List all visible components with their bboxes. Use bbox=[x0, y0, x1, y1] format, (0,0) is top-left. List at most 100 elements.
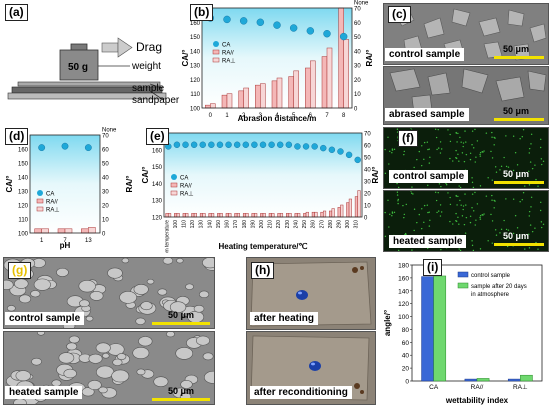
bar-ra-parallel bbox=[205, 104, 211, 109]
bar-ra-parallel bbox=[305, 67, 311, 109]
y-tick-label: 130 bbox=[190, 64, 201, 70]
y2-tick-label: 70 bbox=[364, 132, 371, 138]
caption-f-control: control sample bbox=[389, 170, 469, 183]
legend-label-ra-parallel: RA// bbox=[222, 51, 234, 57]
x-tick-label: 6 bbox=[309, 113, 313, 119]
x-tick-label: 140 bbox=[207, 220, 213, 229]
chart-b: 100110120130140150160170010203040506070N… bbox=[181, 1, 374, 124]
bar-ra-parallel bbox=[294, 213, 298, 218]
y2-tick-label: 60 bbox=[354, 21, 361, 27]
y-tick-label: 120 bbox=[398, 301, 409, 308]
drag-arrowhead bbox=[117, 37, 133, 58]
y-tick-label: 100 bbox=[18, 232, 29, 238]
point-ca bbox=[302, 143, 310, 150]
panel-label-f: (f) bbox=[398, 130, 418, 147]
bar-ra-perpendicular bbox=[348, 198, 352, 218]
y-tick-label: 20 bbox=[402, 366, 410, 373]
y-tick-label: 120 bbox=[190, 78, 201, 84]
x-tick-label: 4 bbox=[275, 113, 279, 119]
scale-bar-g-bottom bbox=[152, 398, 210, 401]
water-droplet-icon bbox=[309, 361, 321, 371]
bar-ra-parallel bbox=[242, 213, 247, 218]
bar-ra-parallel bbox=[174, 213, 178, 218]
bar-ra-parallel bbox=[234, 213, 238, 218]
point-ca bbox=[208, 141, 215, 148]
bar-ra-parallel bbox=[191, 213, 195, 218]
legend-label-aged-2: in atmosphere bbox=[471, 292, 510, 298]
bar-ra-perpendicular bbox=[323, 210, 327, 218]
bar-ra-perpendicular bbox=[276, 77, 283, 109]
scale-bar-f-top bbox=[494, 181, 544, 184]
y-tick-label: 100 bbox=[398, 314, 409, 321]
x-axis-label: wettability index bbox=[445, 396, 509, 405]
legend-label-ra-perpendicular: RA⊥ bbox=[222, 58, 236, 65]
caption-c-abrased: abrased sample bbox=[385, 108, 469, 121]
bar-ra-perpendicular bbox=[305, 211, 309, 218]
legend-marker-ra-perpendicular bbox=[212, 57, 220, 63]
scale-label-f-bottom: 50 μm bbox=[503, 231, 530, 241]
bar-ra-perpendicular bbox=[193, 213, 197, 218]
bar-ra-perpendicular bbox=[202, 213, 206, 218]
x-tick-label: 260 bbox=[311, 220, 317, 229]
sandpaper-pointer bbox=[149, 90, 163, 100]
bar-ra-parallel bbox=[311, 211, 315, 218]
x-tick-label: 190 bbox=[250, 220, 256, 229]
bar-ra-parallel bbox=[255, 84, 261, 109]
legend-marker-ca bbox=[37, 190, 43, 196]
legend-marker-ra-perpendicular bbox=[170, 190, 178, 196]
caption-f-heated: heated sample bbox=[389, 235, 467, 248]
scale-bar-g-top bbox=[152, 322, 210, 325]
bar-ra-parallel bbox=[238, 90, 244, 109]
legend-marker-ra-perpendicular bbox=[36, 206, 44, 212]
point-ca bbox=[256, 18, 265, 26]
plot-area bbox=[30, 135, 100, 233]
plot-frame bbox=[201, 7, 353, 109]
legend-marker-ra-parallel bbox=[36, 198, 44, 204]
bar-ra-perpendicular bbox=[236, 213, 241, 218]
y-tick-label: 110 bbox=[190, 92, 200, 98]
x-tick-label: Room temperature bbox=[164, 220, 170, 253]
bar-ra-perpendicular bbox=[228, 213, 232, 218]
scale-label-c-top: 50 μm bbox=[503, 44, 530, 54]
point-ca bbox=[306, 27, 315, 35]
bar-ra-perpendicular bbox=[279, 213, 284, 218]
y-tick-label: 140 bbox=[18, 176, 29, 182]
legend-label-aged-1: sample after 20 days bbox=[471, 284, 527, 290]
bar-ra-perpendicular bbox=[260, 83, 266, 109]
bar-ra-perpendicular bbox=[297, 213, 301, 218]
y-axis-label: CA/° bbox=[5, 176, 14, 193]
bar-ra-perpendicular bbox=[243, 87, 249, 109]
y-tick-label: 150 bbox=[190, 35, 201, 41]
point-ca bbox=[251, 141, 258, 148]
y2-tick-label: 20 bbox=[354, 78, 361, 84]
bar-ra-parallel bbox=[208, 213, 212, 218]
weight-label: weight bbox=[131, 61, 161, 72]
bar-ra-perpendicular bbox=[185, 213, 189, 218]
x-tick-label: 120 bbox=[190, 220, 196, 229]
y-tick-label: 160 bbox=[398, 275, 409, 282]
y2-tick-label: None bbox=[354, 1, 369, 7]
y-axis-label: CA/° bbox=[181, 50, 190, 67]
x-tick-label: 1 bbox=[225, 113, 229, 119]
y2-tick-label: 10 bbox=[354, 92, 361, 98]
bar-ra-perpendicular bbox=[326, 47, 333, 109]
bar-control bbox=[507, 378, 521, 382]
x-tick-label: 240 bbox=[293, 220, 299, 229]
x-tick-label: 130 bbox=[199, 220, 205, 229]
bar-ra-parallel bbox=[288, 76, 294, 109]
y2-tick-label: 30 bbox=[102, 190, 109, 196]
y-tick-label: 140 bbox=[398, 288, 409, 295]
y2-tick-label: 40 bbox=[102, 176, 109, 182]
bar-ra-perpendicular bbox=[331, 208, 335, 218]
y-tick-label: 0 bbox=[405, 379, 409, 386]
scale-bar-c-top bbox=[494, 56, 544, 59]
y-tick-label: 160 bbox=[152, 148, 163, 154]
point-ca bbox=[182, 141, 189, 148]
x-tick-label: 0 bbox=[209, 113, 213, 119]
y-tick-label: 120 bbox=[18, 204, 29, 210]
bar-ra-parallel bbox=[225, 213, 229, 218]
legend-marker-aged bbox=[457, 282, 469, 289]
legend-marker-ca bbox=[171, 174, 177, 180]
bar-ra-parallel bbox=[321, 56, 328, 109]
bar-ra-perpendicular bbox=[293, 70, 299, 109]
